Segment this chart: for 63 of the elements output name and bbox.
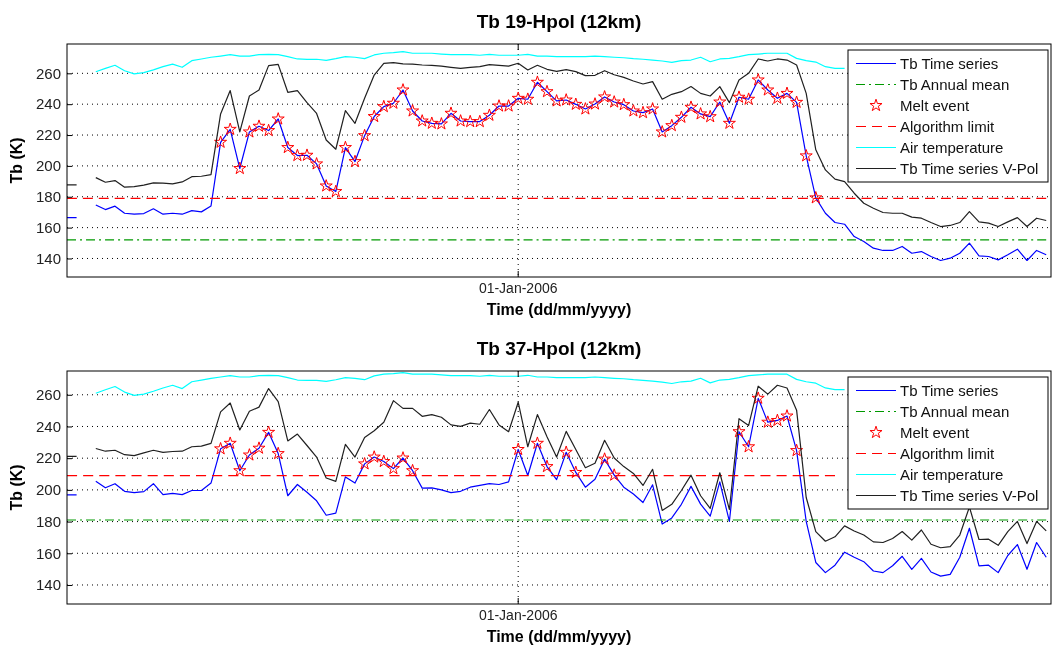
x-axis-title: Time (dd/mm/yyyy)	[486, 301, 632, 318]
point	[569, 465, 583, 479]
chart-title: Tb 19-Hpol (12km)	[476, 11, 642, 32]
chart-title: Tb 37-Hpol (12km)	[476, 338, 642, 359]
legend-label: Tb Time series V-Pol	[900, 159, 1039, 177]
point	[358, 457, 372, 470]
y-tick-label: 260	[35, 386, 61, 404]
y-tick-label: 220	[35, 126, 61, 144]
legend-label: Algorithm limit	[900, 444, 996, 462]
point	[252, 441, 266, 454]
y-tick-label: 200	[35, 157, 61, 175]
point	[540, 459, 554, 473]
point	[732, 424, 746, 438]
legend-label: Algorithm limit	[900, 117, 996, 135]
y-tick-label: 180	[35, 512, 61, 530]
point	[377, 454, 391, 468]
x-axis-title: Time (dd/mm/yyyy)	[486, 628, 632, 645]
x-tick-label: 01-Jan-2006	[478, 280, 558, 296]
y-tick-label: 160	[35, 218, 61, 236]
point	[607, 468, 621, 481]
point	[790, 443, 804, 457]
point	[530, 436, 544, 449]
y-tick-label: 180	[35, 188, 61, 206]
point	[214, 441, 228, 455]
legend-label: Tb Time series V-Pol	[900, 486, 1039, 504]
legend-label: Tb Annual mean	[900, 75, 1010, 93]
point	[598, 452, 612, 465]
point	[751, 391, 765, 404]
legend-label: Melt event	[900, 423, 971, 441]
y-axis-title: Tb (K)	[8, 464, 25, 511]
point	[271, 446, 285, 460]
point	[559, 445, 573, 458]
point	[780, 409, 794, 422]
point	[367, 450, 381, 463]
point	[223, 436, 237, 449]
point	[511, 442, 525, 456]
y-tick-label: 140	[35, 249, 61, 267]
legend-label: Tb Time series	[900, 54, 999, 72]
legend-label: Air temperature	[900, 138, 1004, 156]
y-tick-label: 240	[35, 417, 61, 435]
y-tick-label: 140	[35, 576, 61, 594]
y-tick-label: 200	[35, 481, 61, 499]
point	[396, 451, 410, 464]
line-series	[95, 371, 846, 397]
line-series	[95, 51, 846, 75]
point	[262, 425, 276, 438]
point	[761, 415, 775, 428]
point	[242, 448, 256, 461]
point	[406, 463, 420, 477]
point	[770, 413, 784, 427]
y-tick-label: 240	[35, 95, 61, 113]
legend-label: Air temperature	[900, 465, 1004, 483]
legend-label: Tb Time series	[900, 381, 999, 399]
y-tick-label: 220	[35, 449, 61, 467]
legend-label: Tb Annual mean	[900, 402, 1010, 420]
x-tick-label: 01-Jan-2006	[478, 607, 558, 623]
point	[742, 439, 756, 453]
legend-label: Melt event	[900, 96, 971, 114]
point	[386, 461, 400, 475]
y-tick-label: 160	[35, 544, 61, 562]
y-tick-label: 260	[35, 64, 61, 82]
y-axis-title: Tb (K)	[8, 137, 25, 184]
point	[233, 463, 247, 477]
